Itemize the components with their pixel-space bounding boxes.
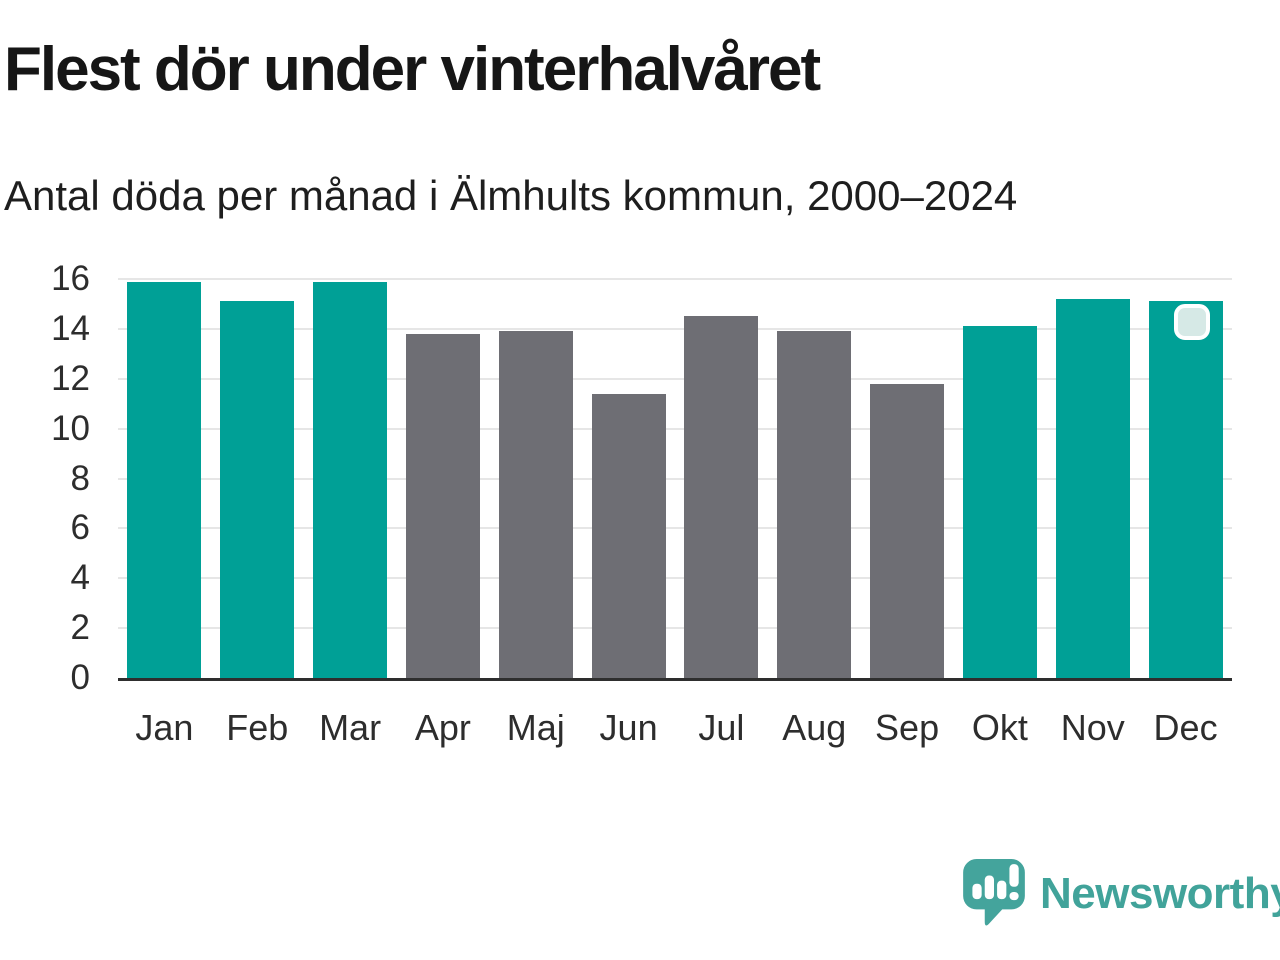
bar-dec bbox=[1148, 301, 1223, 678]
x-tick-label-okt: Okt bbox=[971, 707, 1028, 748]
chart-title: Flest dör under vinterhalvåret bbox=[4, 35, 821, 104]
x-axis: Jan Feb Mar Apr Maj Jun Jul Aug Sep Okt Nov Dec bbox=[118, 700, 1232, 756]
bar-jan bbox=[127, 281, 202, 678]
bar-nov bbox=[1055, 298, 1130, 678]
y-tick-label-2: 2 bbox=[70, 608, 90, 648]
gridline-y-14 bbox=[118, 327, 1232, 330]
newsworthy-wordmark: Newsworthy bbox=[1040, 869, 1280, 918]
x-tick-label-nov: Nov bbox=[1060, 707, 1125, 748]
gridline-y-8 bbox=[118, 477, 1232, 480]
x-tick-label-jun: Jun bbox=[599, 707, 658, 748]
gridline-y-16 bbox=[118, 278, 1232, 280]
bar-jun bbox=[591, 393, 666, 678]
bar-apr bbox=[405, 333, 480, 678]
x-tick-label-dec: Dec bbox=[1153, 707, 1218, 748]
highlight-marker bbox=[1173, 304, 1210, 341]
x-tick-label-maj: Maj bbox=[506, 707, 565, 748]
y-axis: 0 2 4 6 8 10 12 14 16 bbox=[0, 259, 90, 697]
x-tick-label-aug: Aug bbox=[782, 707, 847, 748]
bar-mar bbox=[313, 281, 388, 678]
gridline-y-6 bbox=[118, 527, 1232, 530]
y-tick-label-8: 8 bbox=[70, 458, 90, 498]
y-tick-label-12: 12 bbox=[51, 358, 90, 398]
y-tick-label-6: 6 bbox=[70, 508, 90, 548]
x-tick-label-sep: Sep bbox=[875, 707, 940, 748]
gridline-y-4 bbox=[118, 577, 1232, 580]
newsworthy-pin-bar-chart-icon bbox=[963, 859, 1025, 926]
x-tick-label-jul: Jul bbox=[698, 707, 745, 748]
chart-subtitle: Antal döda per månad i Älmhults kommun, … bbox=[4, 172, 1018, 219]
bar-sep bbox=[870, 383, 945, 678]
gridline-y-2 bbox=[118, 627, 1232, 630]
y-tick-label-0: 0 bbox=[70, 658, 90, 697]
gridline-y-12 bbox=[118, 377, 1232, 380]
y-tick-label-10: 10 bbox=[51, 408, 90, 448]
y-tick-label-16: 16 bbox=[51, 259, 90, 298]
bar-feb bbox=[220, 301, 295, 678]
plot-area bbox=[118, 278, 1232, 681]
gridline-y-10 bbox=[118, 427, 1232, 430]
bar-okt bbox=[962, 326, 1037, 678]
x-tick-label-feb: Feb bbox=[226, 707, 289, 748]
y-tick-label-4: 4 bbox=[70, 558, 90, 598]
x-tick-label-apr: Apr bbox=[414, 707, 471, 748]
y-tick-label-14: 14 bbox=[51, 308, 90, 348]
bar-maj bbox=[498, 331, 573, 678]
bar-aug bbox=[777, 331, 852, 678]
x-tick-label-jan: Jan bbox=[135, 707, 194, 748]
newsworthy-logo: Newsworthy bbox=[962, 858, 1280, 930]
x-tick-label-mar: Mar bbox=[319, 707, 382, 748]
bar-jul bbox=[684, 316, 759, 678]
